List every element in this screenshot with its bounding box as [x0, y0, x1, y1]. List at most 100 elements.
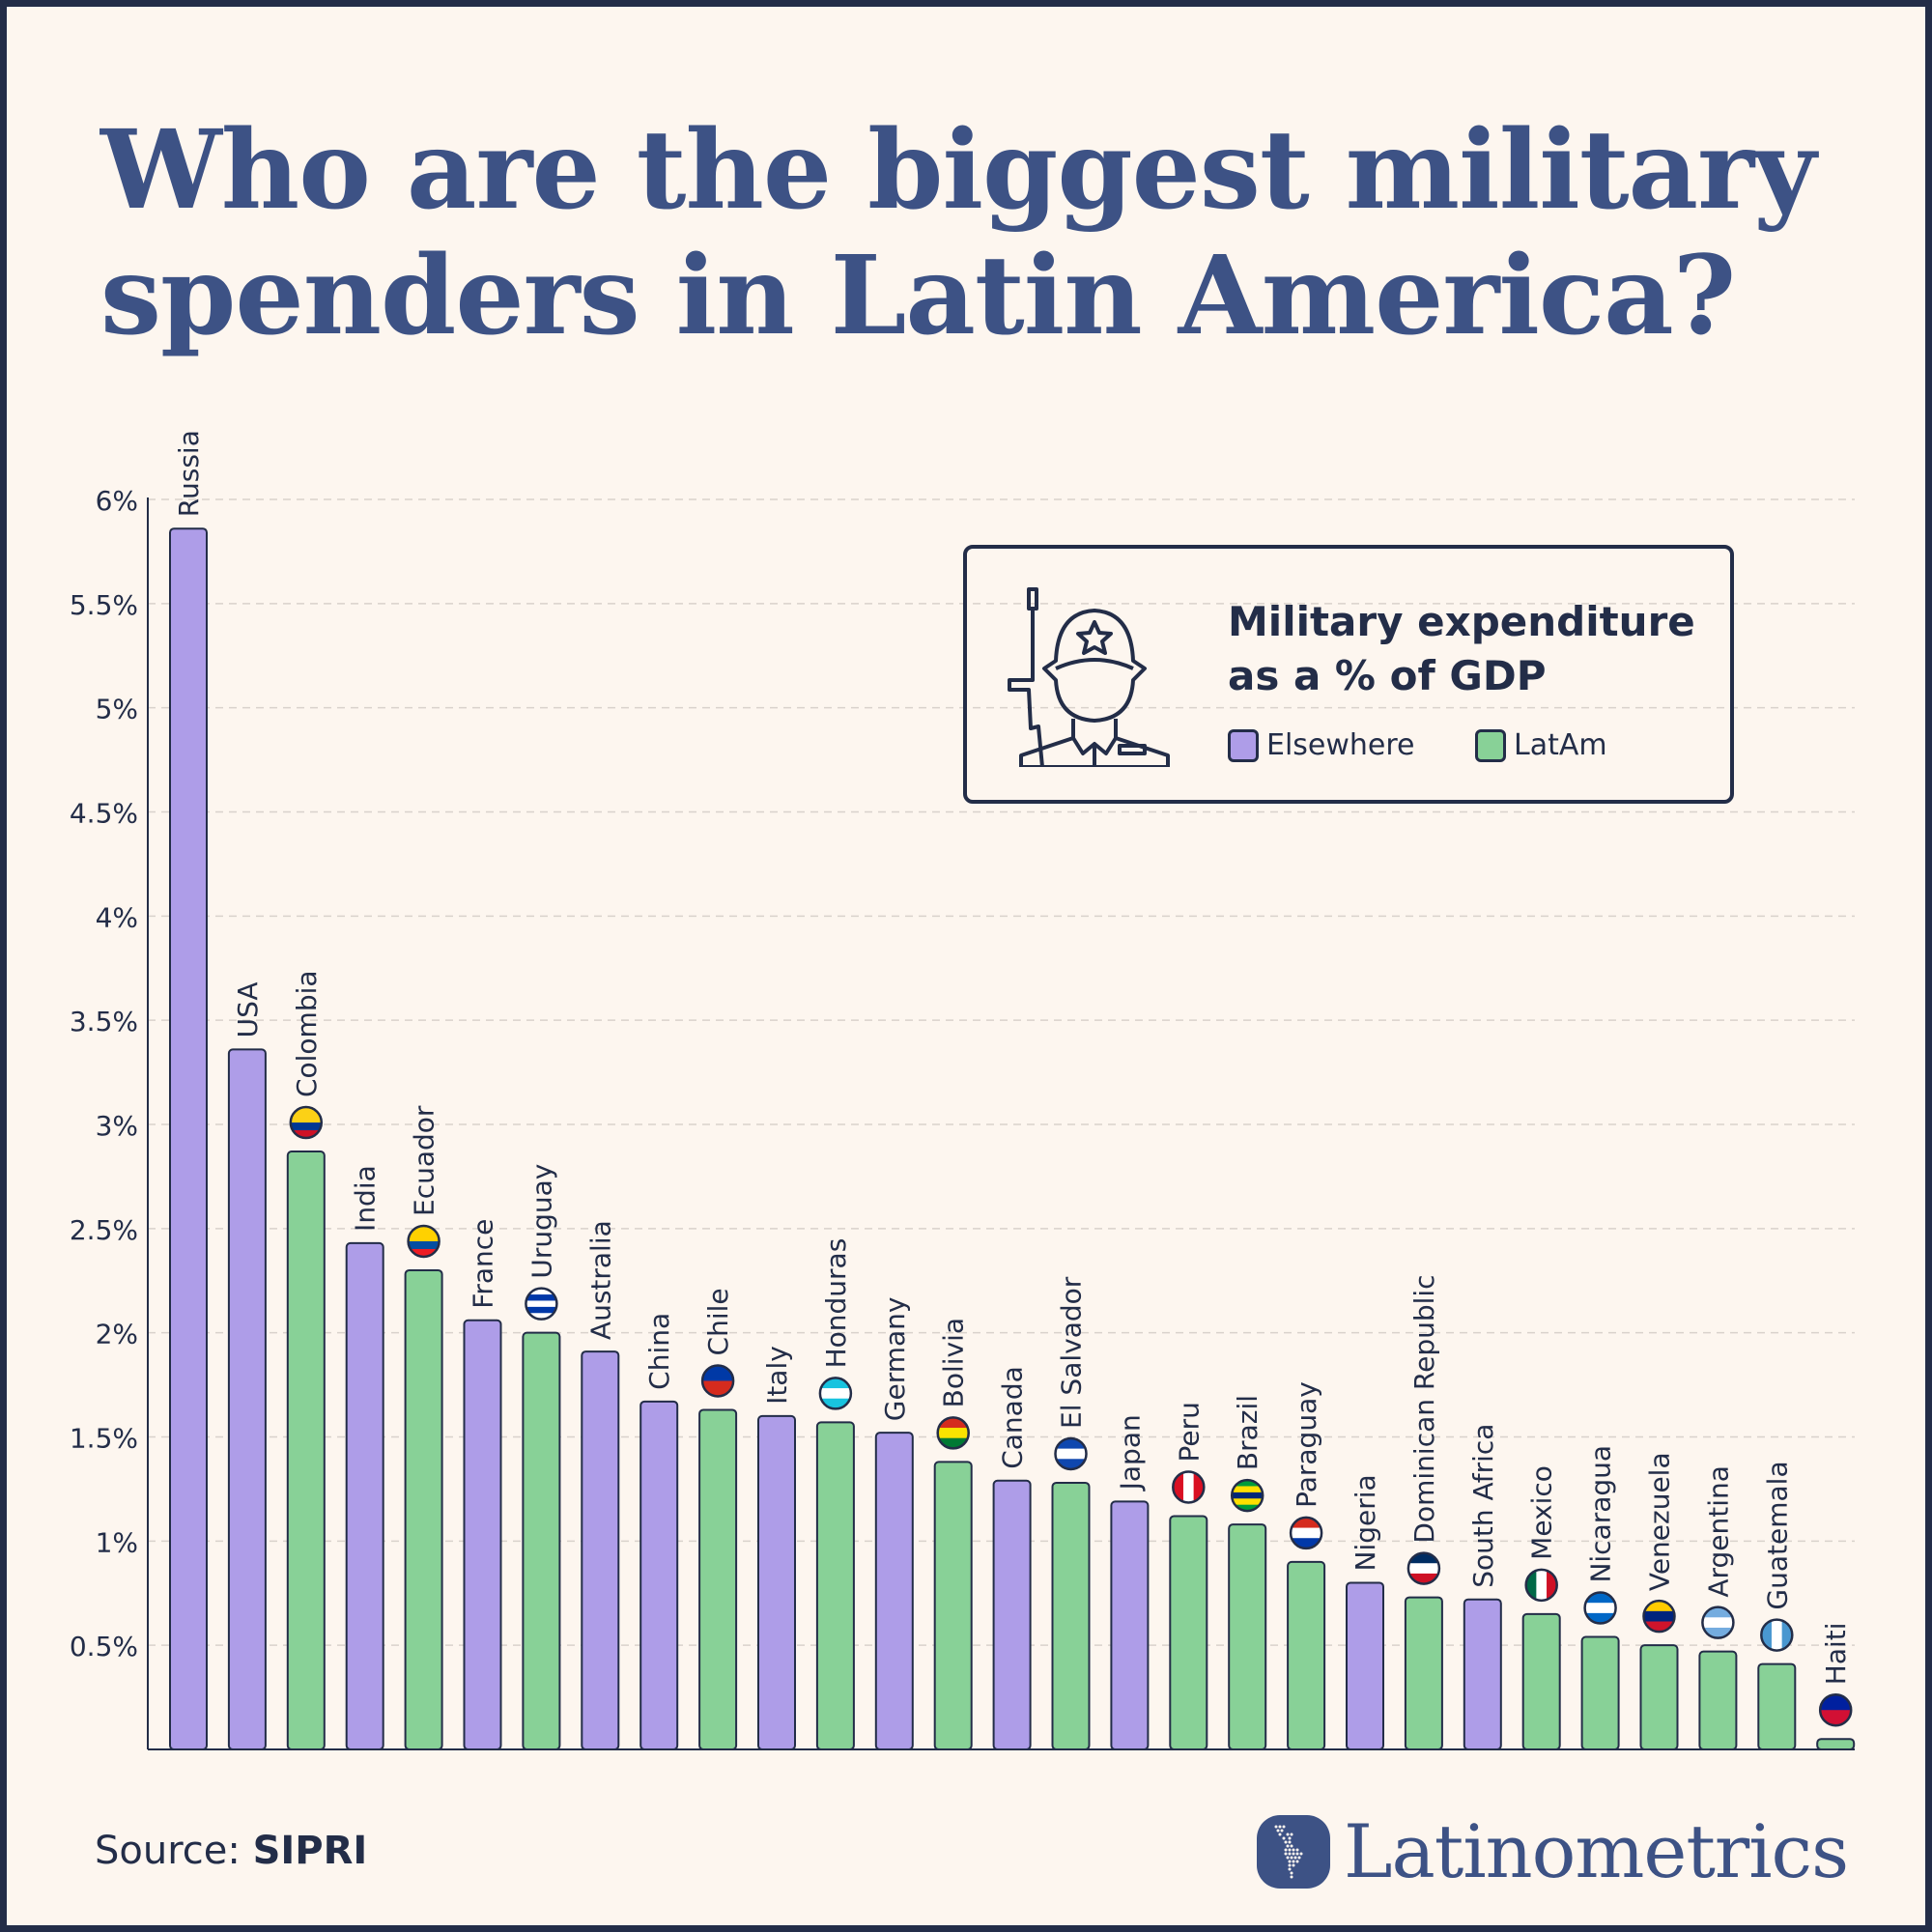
flag-stripe	[1547, 1569, 1557, 1601]
bar-label: Guatemala	[1761, 1461, 1793, 1609]
bar-label: Paraguay	[1291, 1381, 1322, 1508]
bar-india	[345, 1241, 384, 1751]
bar-peru	[1169, 1515, 1208, 1751]
flag-stripe	[1055, 1459, 1087, 1469]
flag-stripe	[1781, 1619, 1793, 1651]
flag-stripe	[1291, 1538, 1322, 1548]
flag-stripe	[1232, 1504, 1264, 1512]
bar-australia	[581, 1350, 620, 1750]
flag-stripe	[290, 1115, 322, 1123]
flag-guatemala-icon	[1761, 1619, 1793, 1651]
flag-stripe	[1771, 1619, 1783, 1651]
bar-label: Uruguay	[526, 1164, 557, 1279]
legend-label-elsewhere: Elsewhere	[1266, 728, 1415, 762]
bar-el-salvador	[1051, 1481, 1091, 1750]
bar-ecuador	[404, 1268, 443, 1750]
flag-stripe	[1761, 1619, 1773, 1651]
flag-stripe	[1232, 1492, 1264, 1499]
map-dot	[1292, 1860, 1295, 1862]
y-tick-label: 1.5%	[70, 1423, 138, 1455]
flag-stripe	[1584, 1592, 1616, 1604]
bar-label: Colombia	[291, 970, 323, 1097]
flag-uruguay-icon	[526, 1288, 557, 1320]
flag-stripe	[1055, 1448, 1087, 1460]
bar-label: Brazil	[1232, 1395, 1264, 1470]
map-dot	[1288, 1840, 1292, 1843]
y-tick-label: 2%	[96, 1319, 138, 1350]
flag-stripe	[1536, 1569, 1548, 1601]
flag-venezuela-icon	[1643, 1601, 1675, 1633]
y-tick-label: 5.5%	[70, 589, 138, 621]
bar-uruguay	[522, 1331, 561, 1750]
flag-outline	[289, 1105, 324, 1140]
y-tick-label: 1%	[96, 1526, 138, 1558]
bar-label: Ecuador	[409, 1105, 440, 1216]
flag-peru-icon	[1173, 1471, 1205, 1503]
map-dot	[1274, 1825, 1278, 1828]
flag-stripe	[1291, 1517, 1322, 1529]
bar-south-africa	[1463, 1598, 1502, 1750]
flag-argentina-icon	[1702, 1606, 1734, 1638]
flag-outline	[1642, 1599, 1676, 1634]
flag-stripe	[1584, 1603, 1616, 1614]
bar-china	[639, 1400, 679, 1750]
bar-label: South Africa	[1467, 1424, 1499, 1588]
flag-stripe	[290, 1122, 322, 1131]
source-value: SIPRI	[252, 1829, 368, 1873]
flag-mexico-icon	[1525, 1569, 1557, 1601]
flag-stripe	[1643, 1601, 1675, 1612]
map-dot	[1288, 1867, 1292, 1870]
flag-honduras-icon	[819, 1378, 851, 1409]
flag-outline	[1230, 1478, 1264, 1513]
map-dot	[1299, 1852, 1303, 1855]
title-line-1: Who are the biggest military	[100, 107, 1816, 234]
bar-russia	[169, 527, 208, 1750]
bar-label: Chile	[702, 1288, 734, 1355]
bar-guatemala	[1757, 1662, 1797, 1750]
bar-label: Venezuela	[1644, 1452, 1676, 1591]
flag-haiti-icon	[1820, 1694, 1852, 1726]
bar-label: Argentina	[1702, 1465, 1734, 1598]
map-dot	[1282, 1825, 1286, 1828]
flag-stripe	[1820, 1710, 1852, 1726]
bar-label: Nigeria	[1350, 1474, 1381, 1571]
legend-swatch-elsewhere	[1228, 728, 1259, 762]
flag-outline	[1818, 1692, 1853, 1727]
flag-stripe	[1232, 1486, 1264, 1493]
flag-chile-icon	[702, 1365, 734, 1397]
flag-stripe	[1173, 1471, 1184, 1503]
bar-chile	[698, 1408, 738, 1751]
source-note: Source: SIPRI	[95, 1829, 367, 1873]
bar-label: Bolivia	[938, 1318, 970, 1407]
map-dot	[1292, 1863, 1295, 1866]
flag-stripe	[1702, 1606, 1734, 1618]
flag-stripe	[1584, 1612, 1616, 1624]
map-dot	[1288, 1852, 1292, 1855]
flag-outline	[936, 1416, 970, 1450]
bar-label: Dominican Republic	[1408, 1274, 1440, 1543]
flag-stripe	[408, 1233, 440, 1242]
soldier-icon	[1008, 587, 1170, 767]
flag-stripe	[1702, 1627, 1734, 1638]
flag-stripe	[702, 1380, 734, 1397]
bar-label: USA	[232, 981, 264, 1037]
legend-title-line-1: Military expenditure	[1228, 598, 1695, 645]
flag-stripe	[819, 1388, 851, 1400]
map-dot	[1276, 1829, 1280, 1832]
bar-germany	[874, 1432, 914, 1750]
flag-stripe	[1291, 1527, 1322, 1539]
map-dot	[1290, 1875, 1293, 1878]
flag-stripe	[1055, 1437, 1087, 1450]
bar-label: Italy	[761, 1346, 793, 1405]
bar-venezuela	[1639, 1644, 1679, 1750]
bar-honduras	[815, 1421, 855, 1750]
bar-france	[463, 1319, 502, 1751]
source-label: Source:	[95, 1829, 241, 1873]
map-dot	[1286, 1833, 1290, 1835]
bar-label: El Salvador	[1056, 1276, 1088, 1429]
flag-stripe	[290, 1107, 322, 1116]
flag-stripe	[1820, 1694, 1852, 1711]
flag-stripe	[819, 1378, 851, 1389]
y-tick-label: 6%	[96, 485, 138, 517]
flag-stripe	[1643, 1621, 1675, 1633]
